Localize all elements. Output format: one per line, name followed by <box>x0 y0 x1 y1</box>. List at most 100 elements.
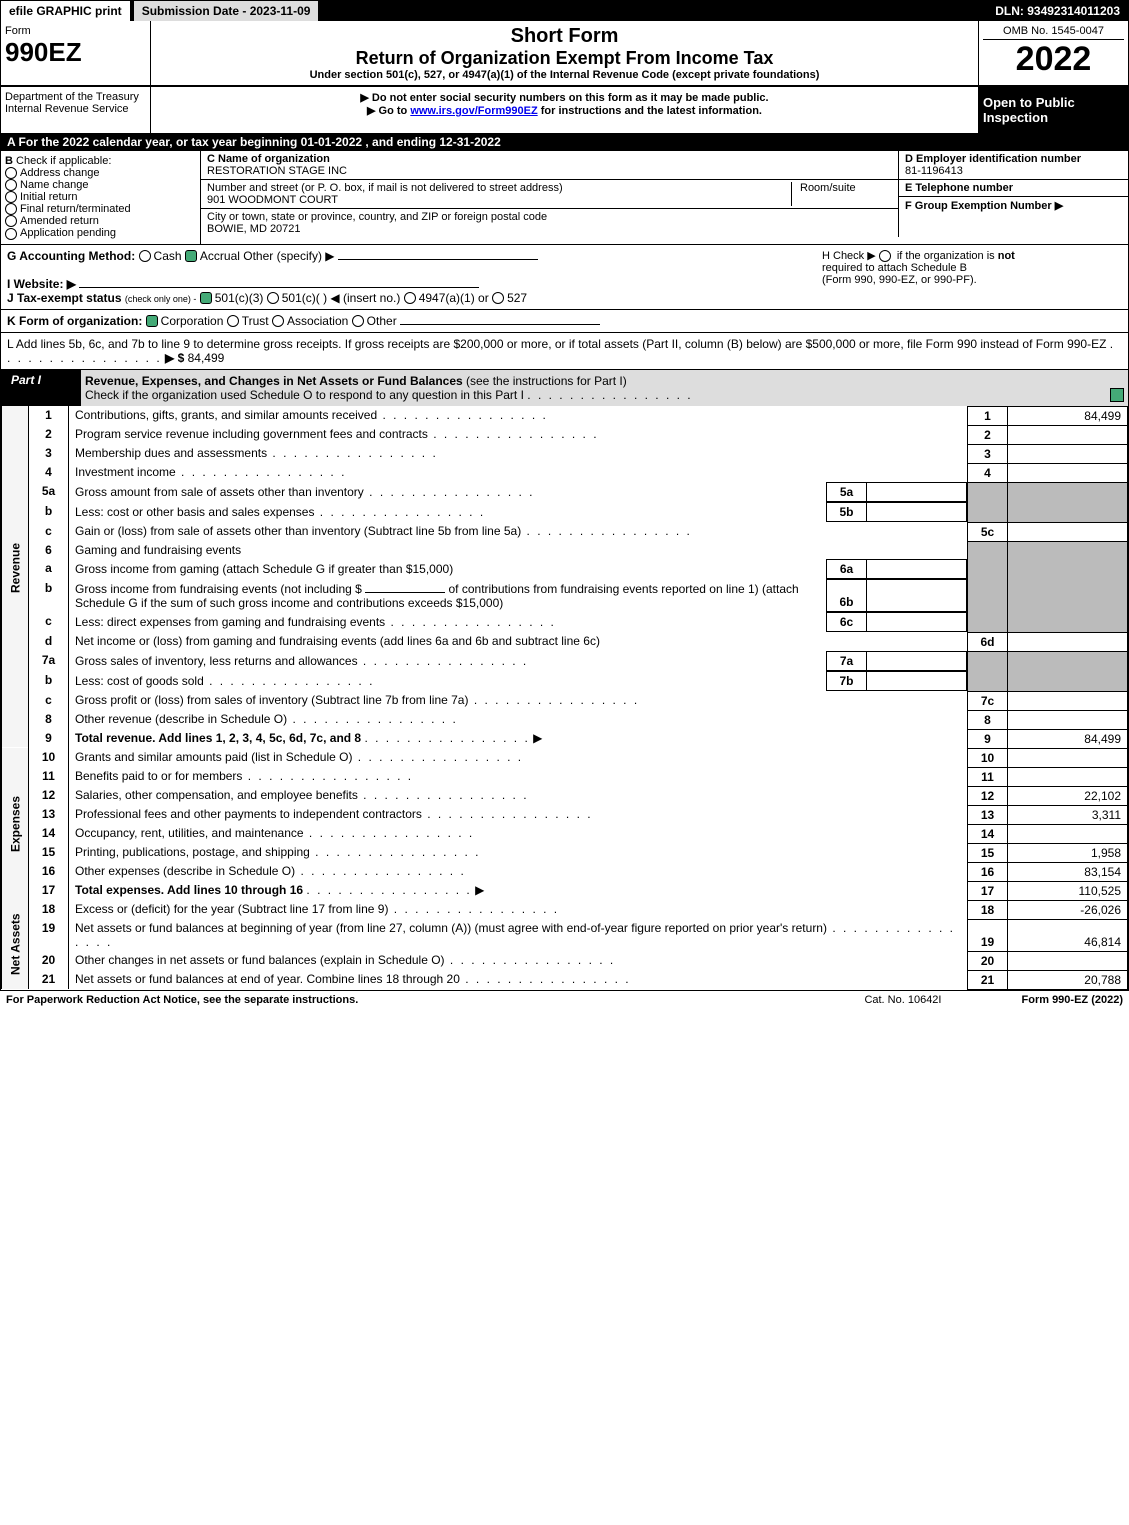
initial-return-checkbox[interactable] <box>5 191 17 203</box>
final-return-checkbox[interactable] <box>5 203 17 215</box>
b-label: B <box>5 155 13 167</box>
line-16-desc: Other expenses (describe in Schedule O) <box>69 862 968 881</box>
line-9-dots <box>364 731 529 745</box>
line-5ab-greyval <box>1008 482 1128 522</box>
line-1-desc: Contributions, gifts, grants, and simila… <box>69 406 968 425</box>
lines-table: Revenue 1Contributions, gifts, grants, a… <box>1 406 1128 990</box>
501c-checkbox[interactable] <box>267 292 279 304</box>
address-change-checkbox[interactable] <box>5 167 17 179</box>
line-18-val: -26,026 <box>1008 900 1128 919</box>
line-7a-num: 7a <box>29 651 69 671</box>
line-7ab-greyval <box>1008 651 1128 691</box>
submission-date: Submission Date - 2023-11-09 <box>132 1 321 21</box>
line-3-rlabel: 3 <box>968 444 1008 463</box>
form-ref: Form 990-EZ (2022) <box>1022 994 1124 1006</box>
ein-value: 81-1196413 <box>905 165 963 177</box>
h-checkbox[interactable] <box>879 250 891 262</box>
line-6b-desc: Gross income from fundraising events (no… <box>69 579 968 612</box>
line-7a-text: Gross sales of inventory, less returns a… <box>69 652 827 671</box>
line-17-num: 17 <box>29 881 69 900</box>
line-7c-num: c <box>29 691 69 710</box>
line-2-num: 2 <box>29 425 69 444</box>
amended-checkbox[interactable] <box>5 215 17 227</box>
app-pending-label: Application pending <box>20 227 116 239</box>
line-5b-text: Less: cost or other basis and sales expe… <box>69 503 827 522</box>
k-label: K Form of organization: <box>7 314 142 328</box>
line-15-val: 1,958 <box>1008 843 1128 862</box>
accrual-checkbox[interactable] <box>185 250 197 262</box>
501c3-checkbox[interactable] <box>200 292 212 304</box>
line-18-desc: Excess or (deficit) for the year (Subtra… <box>69 900 968 919</box>
final-return-label: Final return/terminated <box>20 203 131 215</box>
section-k: K Form of organization: Corporation Trus… <box>1 309 1128 332</box>
line-13-desc: Professional fees and other payments to … <box>69 805 968 824</box>
line-19-num: 19 <box>29 919 69 951</box>
line-6c-desc: Less: direct expenses from gaming and fu… <box>69 612 968 632</box>
line-4-rlabel: 4 <box>968 463 1008 482</box>
line-10-rlabel: 10 <box>968 748 1008 767</box>
h-text4: (Form 990, 990-EZ, or 990-PF). <box>822 274 977 286</box>
line-6d-rlabel: 6d <box>968 632 1008 651</box>
irs-link[interactable]: www.irs.gov/Form990EZ <box>410 105 537 117</box>
footer: For Paperwork Reduction Act Notice, see … <box>0 991 1129 1009</box>
c-street-label: Number and street (or P. O. box, if mail… <box>207 182 563 194</box>
trust-checkbox[interactable] <box>227 315 239 327</box>
line-11-val <box>1008 767 1128 786</box>
part1-schedule-o-checkbox[interactable] <box>1110 388 1124 402</box>
line-6c-sub: 6c <box>827 613 867 632</box>
efile-label: efile GRAPHIC print <box>1 1 132 21</box>
line-7b-text: Less: cost of goods sold <box>69 672 827 691</box>
line-11-rlabel: 11 <box>968 767 1008 786</box>
cash-label: Cash <box>154 249 182 263</box>
line-15-rlabel: 15 <box>968 843 1008 862</box>
short-form-title: Short Form <box>155 25 974 48</box>
line-5c-val <box>1008 522 1128 541</box>
org-name: RESTORATION STAGE INC <box>207 165 347 177</box>
tax-year: 2022 <box>983 40 1124 79</box>
527-checkbox[interactable] <box>492 292 504 304</box>
line-7b-sub: 7b <box>827 672 867 691</box>
line-5a-num: 5a <box>29 482 69 502</box>
line-17-text: Total expenses. Add lines 10 through 16 <box>75 883 303 897</box>
address-change-label: Address change <box>20 167 100 179</box>
line-2-desc: Program service revenue including govern… <box>69 425 968 444</box>
name-change-label: Name change <box>20 179 89 191</box>
assoc-checkbox[interactable] <box>272 315 284 327</box>
line-12-rlabel: 12 <box>968 786 1008 805</box>
line-21-desc: Net assets or fund balances at end of ye… <box>69 970 968 989</box>
line-19-val: 46,814 <box>1008 919 1128 951</box>
line-6c-subval <box>867 613 967 632</box>
l-amount: 84,499 <box>188 351 225 365</box>
line-10-desc: Grants and similar amounts paid (list in… <box>69 748 968 767</box>
4947-checkbox[interactable] <box>404 292 416 304</box>
app-pending-checkbox[interactable] <box>5 228 17 240</box>
name-change-checkbox[interactable] <box>5 179 17 191</box>
line-19-rlabel: 19 <box>968 919 1008 951</box>
line-6b-subval <box>867 580 967 612</box>
assoc-label: Association <box>287 314 348 328</box>
line-20-val <box>1008 951 1128 970</box>
h-text1: H Check ▶ <box>822 250 876 262</box>
line-21-val: 20,788 <box>1008 970 1128 989</box>
line-7b-subval <box>867 672 967 691</box>
cash-checkbox[interactable] <box>139 250 151 262</box>
line-13-rlabel: 13 <box>968 805 1008 824</box>
line-16-rlabel: 16 <box>968 862 1008 881</box>
corp-checkbox[interactable] <box>146 315 158 327</box>
line-6c-num: c <box>29 612 69 632</box>
line-11-num: 11 <box>29 767 69 786</box>
form-header: Form 990EZ Short Form Return of Organiza… <box>1 21 1128 87</box>
line-7c-rlabel: 7c <box>968 691 1008 710</box>
l-text: L Add lines 5b, 6c, and 7b to line 9 to … <box>7 337 1106 351</box>
line-6-grey <box>968 541 1008 632</box>
netassets-vlabel: Net Assets <box>2 900 29 989</box>
line-20-rlabel: 20 <box>968 951 1008 970</box>
section-b: B Check if applicable: Address change Na… <box>1 151 201 244</box>
part1-header: Part I Revenue, Expenses, and Changes in… <box>1 369 1128 406</box>
header-sub: Department of the Treasury Internal Reve… <box>1 87 1128 133</box>
j-label: J Tax-exempt status <box>7 291 122 305</box>
other-org-checkbox[interactable] <box>352 315 364 327</box>
form-word: Form <box>5 25 146 37</box>
room-suite-label: Room/suite <box>792 182 892 206</box>
line-6d-desc: Net income or (loss) from gaming and fun… <box>69 632 968 651</box>
